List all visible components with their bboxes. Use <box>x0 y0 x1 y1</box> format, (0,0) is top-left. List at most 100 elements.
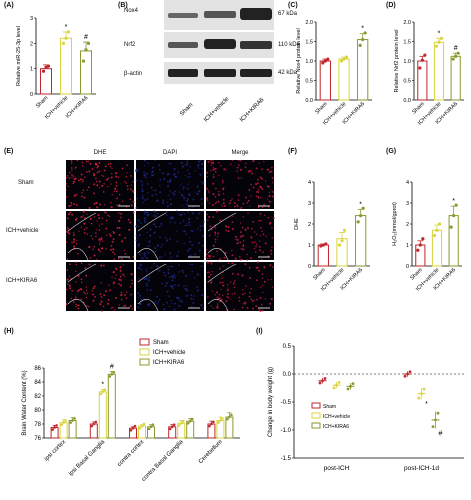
cell-dot <box>206 175 209 178</box>
cell-dot <box>261 273 264 275</box>
y-axis-label: Change in body weight (g) <box>268 367 274 437</box>
cell-dot <box>214 294 216 296</box>
cell-dot <box>214 196 217 198</box>
cell-dot <box>118 226 121 230</box>
cell-dot <box>220 204 222 206</box>
wb-lane-label: Sham <box>179 102 194 117</box>
cell-dot <box>240 177 242 179</box>
cell-dot <box>250 287 252 290</box>
cell-dot <box>148 304 150 307</box>
cell-dot <box>262 291 264 294</box>
cell-dot <box>92 293 95 296</box>
wb-band <box>204 39 236 49</box>
cell-dot <box>267 168 270 171</box>
cell-dot <box>124 276 126 278</box>
cell-dot <box>217 210 219 212</box>
cell-dot <box>177 251 180 253</box>
cell-dot <box>261 177 263 180</box>
cell-dot <box>70 162 73 165</box>
cell-dot <box>116 197 118 200</box>
bar <box>98 391 107 439</box>
cell-dot <box>259 219 262 222</box>
data-point <box>94 420 98 424</box>
y-tick-label: 1 <box>406 243 409 249</box>
cell-dot <box>141 195 144 197</box>
cell-dot <box>110 176 113 179</box>
cell-dot <box>267 279 270 281</box>
cell-dot <box>111 173 113 175</box>
cell-dot <box>130 204 133 207</box>
cell-dot <box>255 266 258 269</box>
cell-dot <box>82 178 84 181</box>
cell-dot <box>70 204 73 207</box>
cell-dot <box>243 292 246 295</box>
cell-dot <box>237 194 240 197</box>
data-point <box>64 419 67 422</box>
cell-dot <box>219 219 222 222</box>
cell-dot <box>99 251 102 253</box>
cell-dot <box>108 284 110 286</box>
cell-dot <box>130 273 133 276</box>
cell-dot <box>260 226 262 229</box>
cell-dot <box>137 292 140 295</box>
cell-dot <box>147 162 149 165</box>
cell-dot <box>84 292 87 295</box>
cell-dot <box>240 207 242 210</box>
cell-dot <box>171 303 173 305</box>
data-point <box>110 373 114 376</box>
cell-dot <box>81 192 83 194</box>
y-tick-label: 3 <box>308 201 311 207</box>
cell-dot <box>121 200 124 202</box>
cell-dot <box>159 236 161 238</box>
cell-dot <box>67 283 69 285</box>
x-tick-label: Cerebellum <box>198 439 224 465</box>
x-tick-label: Sham <box>411 101 426 116</box>
cell-dot <box>257 206 260 209</box>
data-point <box>318 381 322 385</box>
data-point <box>61 41 66 45</box>
data-point <box>147 427 151 431</box>
cell-dot <box>93 183 96 186</box>
cell-dot <box>98 224 100 227</box>
cell-dot <box>72 238 76 241</box>
cell-dot <box>257 190 260 192</box>
cell-dot <box>93 285 96 288</box>
cell-dot <box>250 236 253 239</box>
cell-dot <box>173 193 176 196</box>
legend-label: ICH+KIRA6 <box>153 360 185 366</box>
y-tick-label: 4 <box>308 180 311 186</box>
cell-dot <box>118 212 120 214</box>
cell-dot <box>169 162 172 165</box>
cell-dot <box>110 245 113 247</box>
cell-dot <box>217 193 221 196</box>
cell-dot <box>87 160 90 162</box>
cell-dot <box>156 295 158 298</box>
cell-dot <box>135 225 137 228</box>
cell-dot <box>109 162 112 165</box>
cell-dot <box>241 258 243 261</box>
cell-dot <box>148 276 151 278</box>
cell-dot <box>248 295 251 298</box>
x-tick-label: ipsi Basal Ganglia <box>68 439 107 478</box>
cell-dot <box>132 255 135 258</box>
cell-dot <box>107 163 110 166</box>
cell-dot <box>234 205 236 208</box>
wb-row-label-nrf2: Nrf2 <box>124 42 136 48</box>
cell-dot <box>246 253 248 256</box>
cell-dot <box>93 254 96 257</box>
y-tick-label: 0 <box>406 264 409 270</box>
cell-dot <box>90 222 93 225</box>
cell-dot <box>214 240 217 243</box>
data-point <box>226 417 229 421</box>
cell-dot <box>66 303 68 306</box>
cell-dot <box>100 237 103 240</box>
data-point <box>53 426 56 429</box>
cell-dot <box>227 292 230 295</box>
cell-dot <box>172 287 175 290</box>
cell-dot <box>78 288 81 291</box>
cell-dot <box>270 252 273 255</box>
cell-dot <box>71 176 73 178</box>
cell-dot <box>206 296 209 298</box>
cell-dot <box>206 248 208 251</box>
cell-dot <box>197 242 200 245</box>
